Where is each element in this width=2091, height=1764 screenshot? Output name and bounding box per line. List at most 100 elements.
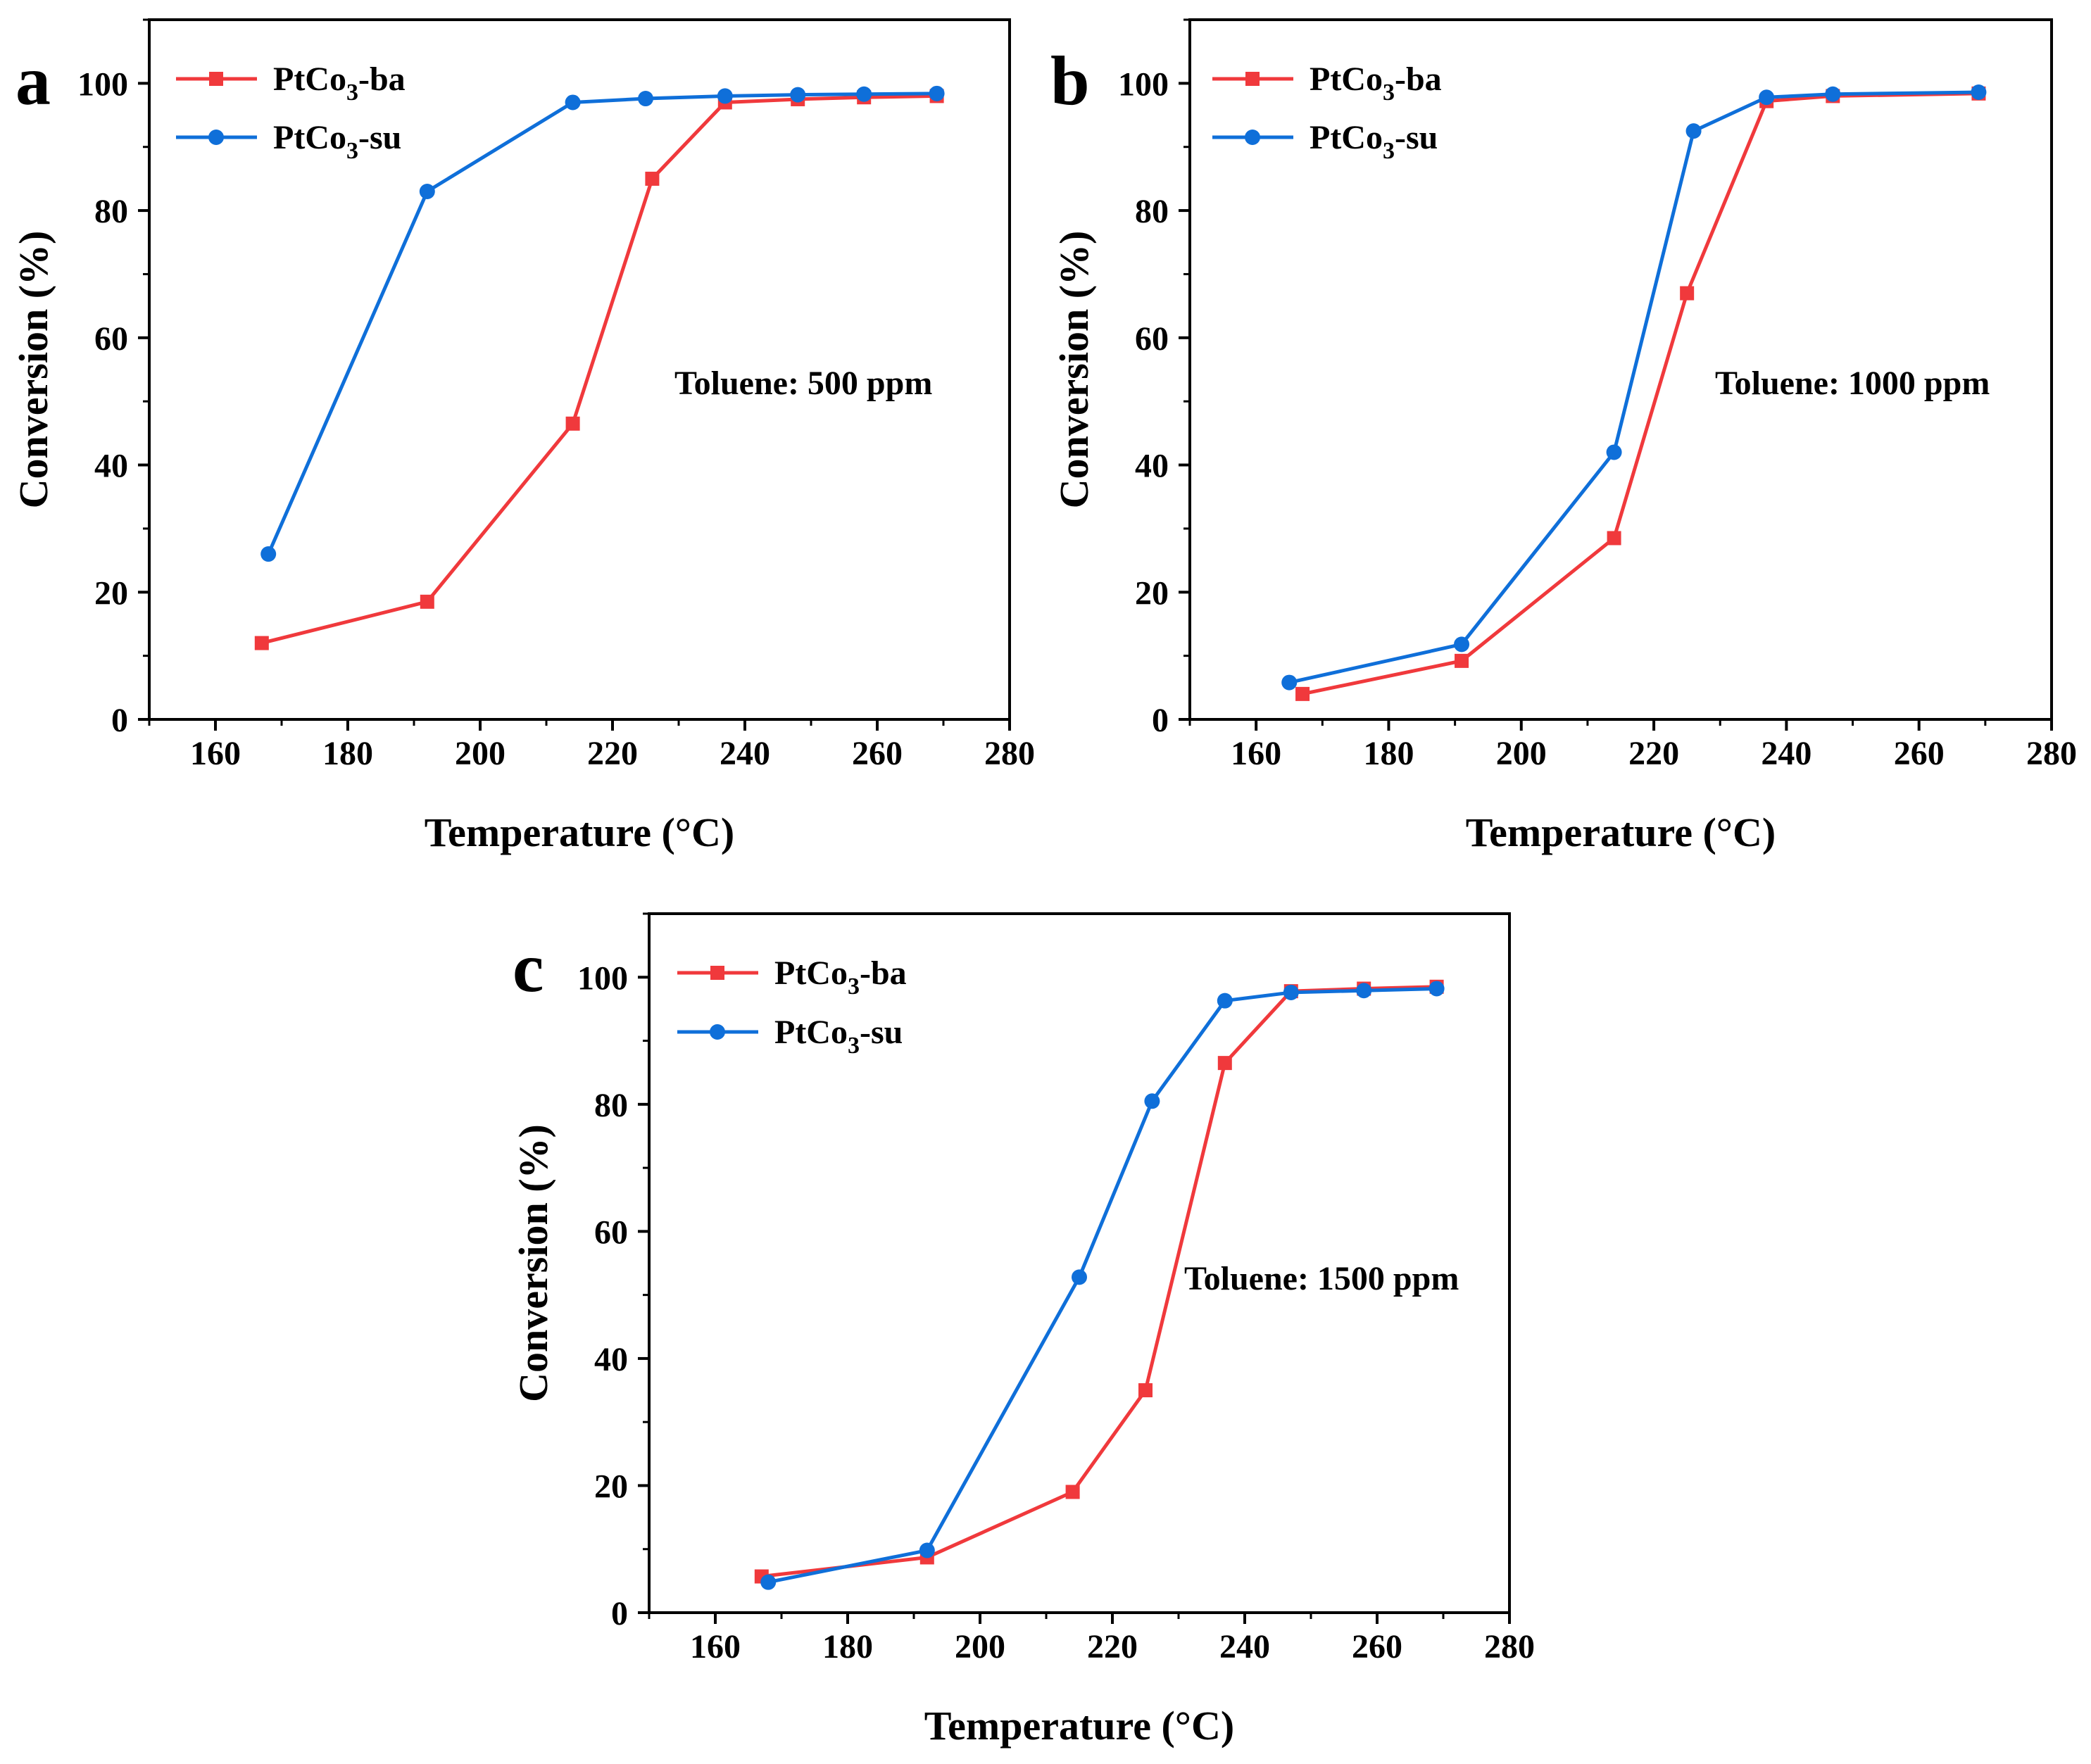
data-point — [1283, 984, 1299, 1000]
legend-entry-ptco3-ba: PtCo3-ba — [1212, 61, 1442, 106]
series-ptco3-su — [760, 981, 1445, 1590]
y-tick-label: 100 — [1118, 65, 1169, 103]
legend-marker — [208, 130, 224, 145]
legend-marker — [1245, 130, 1260, 145]
legend-label: PtCo3-su — [273, 119, 401, 164]
x-tick-label: 260 — [1894, 735, 1945, 772]
y-tick-label: 100 — [577, 959, 628, 997]
x-tick-label: 220 — [1087, 1628, 1138, 1665]
legend-label-subscript: 3 — [346, 138, 358, 164]
legend-entry-ptco3-ba: PtCo3-ba — [176, 61, 406, 106]
data-point — [1685, 123, 1702, 139]
legend-label-main: PtCo — [1310, 119, 1383, 156]
data-point — [565, 416, 580, 431]
legend-entry-ptco3-su: PtCo3-su — [1212, 119, 1438, 164]
data-point — [919, 1542, 935, 1558]
data-point — [790, 87, 806, 103]
legend-label-subscript: 3 — [848, 974, 860, 1000]
x-tick-label: 220 — [587, 735, 638, 772]
x-tick-label: 160 — [1231, 735, 1281, 772]
concentration-annotation: Toluene: 1500 ppm — [1184, 1260, 1459, 1297]
legend-label-main: PtCo — [273, 61, 346, 98]
y-axis-title: Conversion (%) — [11, 231, 56, 509]
legend-label-main: PtCo — [774, 1014, 848, 1051]
y-tick-label: 0 — [611, 1595, 628, 1632]
y-tick-label: 20 — [1135, 574, 1169, 612]
data-point — [1144, 1093, 1160, 1109]
legend-label: PtCo3-ba — [273, 61, 406, 106]
legend-label-suffix: -su — [860, 1014, 903, 1051]
plot-frame — [1188, 18, 2053, 721]
legend-marker — [710, 966, 724, 980]
data-point — [1295, 686, 1310, 701]
x-tick-label: 280 — [2026, 735, 2077, 772]
y-tick-label: 20 — [594, 1468, 628, 1505]
concentration-annotation: Toluene: 500 ppm — [674, 365, 932, 402]
y-tick-label: 40 — [94, 448, 128, 485]
data-point — [1065, 1485, 1080, 1499]
data-point — [1759, 89, 1775, 106]
legend-label-subscript: 3 — [346, 80, 358, 106]
x-tick-label: 180 — [322, 735, 373, 772]
y-tick-label: 20 — [94, 574, 128, 612]
data-point — [1825, 86, 1841, 102]
x-tick-label: 160 — [190, 735, 241, 772]
x-axis-title: Temperature (°C) — [425, 809, 734, 855]
data-point — [1680, 286, 1695, 301]
x-tick-label: 200 — [1496, 735, 1547, 772]
y-tick-label: 60 — [1135, 320, 1169, 358]
data-point — [638, 91, 653, 107]
panel-letter: a — [15, 42, 51, 120]
y-tick-label: 80 — [594, 1087, 628, 1124]
legend-marker — [209, 72, 223, 86]
data-point — [419, 183, 435, 199]
x-tick-label: 280 — [1484, 1628, 1535, 1665]
series-line — [261, 94, 937, 645]
series-line — [266, 92, 937, 555]
data-point — [1607, 531, 1621, 546]
y-tick-label: 40 — [1135, 448, 1169, 485]
data-point — [1455, 653, 1469, 668]
concentration-annotation: Toluene: 1000 ppm — [1715, 365, 1990, 402]
data-point — [760, 1574, 777, 1590]
series-line — [761, 985, 1437, 1579]
series-ptco3-su — [1281, 84, 1987, 691]
y-tick-label: 80 — [1135, 193, 1169, 230]
data-point — [1356, 983, 1372, 999]
data-point — [254, 636, 269, 650]
legend-label-subscript: 3 — [1383, 80, 1395, 106]
legend-label: PtCo3-su — [1310, 119, 1438, 164]
data-point — [856, 86, 872, 102]
legend-marker — [1245, 72, 1260, 86]
x-tick-label: 240 — [1219, 1628, 1270, 1665]
panel-letter: b — [1050, 42, 1090, 120]
data-point — [1217, 993, 1233, 1009]
data-point — [1606, 444, 1622, 460]
y-tick-label: 60 — [94, 320, 128, 358]
x-tick-label: 200 — [955, 1628, 1005, 1665]
y-tick-label: 80 — [94, 193, 128, 230]
x-tick-label: 180 — [1363, 735, 1414, 772]
chart-panel-b: 160 180 200 220 240 260 280 0 20 40 60 80 100 Tempera… — [1050, 18, 2077, 855]
legend-entry-ptco3-su: PtCo3-su — [176, 119, 401, 164]
legend-label-subscript: 3 — [848, 1033, 860, 1059]
data-point — [1281, 674, 1298, 691]
legend-entry-ptco3-su: PtCo3-su — [677, 1014, 903, 1059]
x-axis-title: Temperature (°C) — [1466, 809, 1776, 855]
legend-label-suffix: -ba — [860, 955, 907, 992]
y-tick-label: 0 — [111, 702, 128, 739]
data-point — [260, 546, 277, 562]
y-tick-label: 60 — [594, 1214, 628, 1251]
x-axis-title: Temperature (°C) — [924, 1703, 1234, 1749]
chart-panel-c: 160 180 200 220 240 260 280 0 20 40 60 80 100 Tempera… — [510, 912, 1535, 1749]
data-point — [717, 88, 733, 104]
x-tick-label: 260 — [1352, 1628, 1402, 1665]
legend-label-suffix: -su — [358, 119, 401, 156]
chart-panel-a: 160 180 200 220 240 260 280 0 20 40 60 80 100 Tempera… — [11, 18, 1035, 855]
legend-label-suffix: -ba — [358, 61, 406, 98]
plot-frame — [148, 18, 1011, 721]
series-line — [767, 987, 1437, 1585]
legend-label: PtCo3-ba — [774, 955, 907, 1000]
data-point — [1971, 84, 1987, 101]
